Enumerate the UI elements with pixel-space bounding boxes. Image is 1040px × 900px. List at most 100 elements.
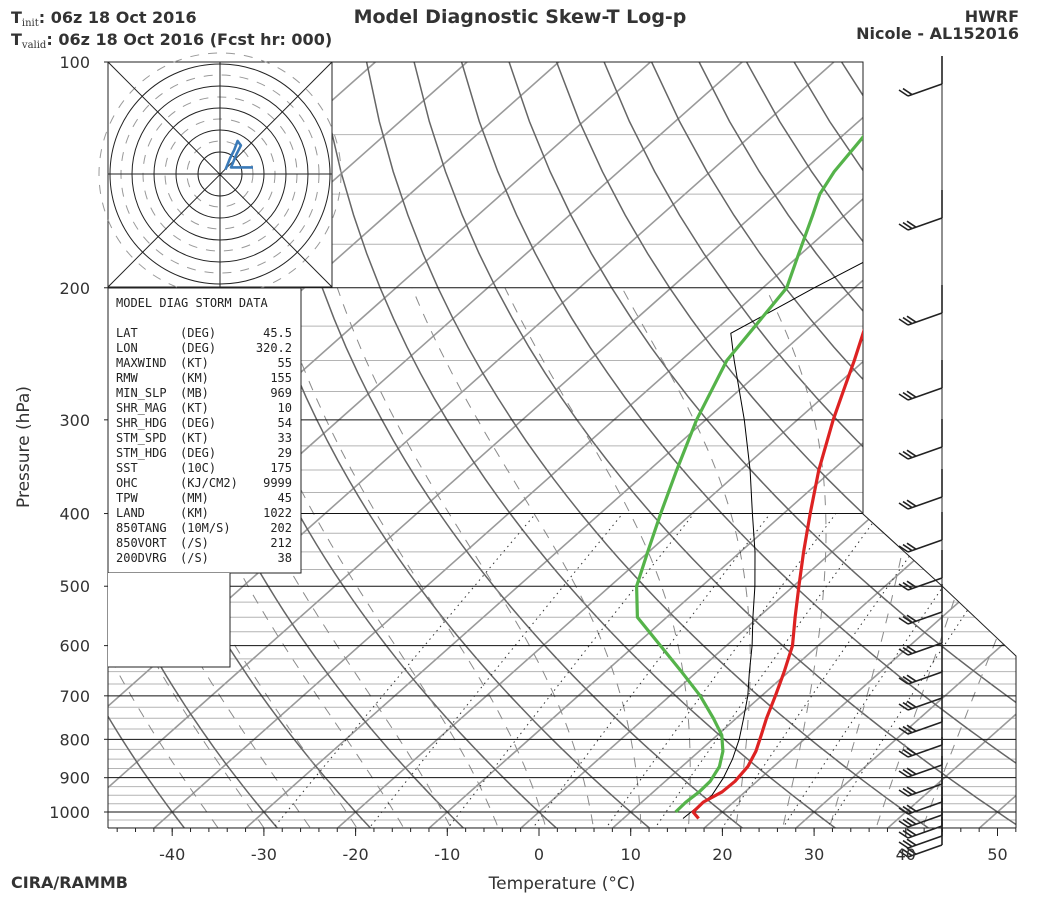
storm-data-unit: (KJ/CM2) [180, 476, 238, 490]
moist-adiabat [336, 287, 597, 828]
storm-data-name: LAND [116, 506, 145, 520]
mixing-ratio-line [521, 513, 771, 828]
storm-data-name: 850VORT [116, 536, 167, 550]
storm-data-unit: (DEG) [180, 326, 216, 340]
dry-adiabat [983, 62, 1016, 828]
parcel-path [682, 62, 1016, 819]
isotherm-line [108, 62, 835, 828]
moist-adiabat [223, 287, 505, 828]
wind-barb [898, 644, 943, 685]
wind-barb [898, 190, 943, 231]
wind-barb [898, 717, 943, 758]
storm-data-name: SST [116, 461, 138, 475]
storm-data-unit: (/S) [180, 536, 209, 550]
mixing-ratio-line [711, 513, 941, 828]
storm-data-unit: (KT) [180, 431, 209, 445]
storm-data-value: 10 [278, 401, 292, 415]
storm-data-name: 850TANG [116, 521, 167, 535]
x-tick-label: -30 [251, 845, 277, 864]
storm-data-name: TPW [116, 491, 138, 505]
moist-adiabat [108, 287, 367, 828]
hodograph-diagonal [107, 61, 333, 288]
mixing-ratio-line [260, 513, 537, 828]
x-tick-label: 30 [804, 845, 824, 864]
storm-data-unit: (KT) [180, 401, 209, 415]
wind-barb [898, 787, 943, 828]
valid-time: Tvalid: 06z 18 Oct 2016 (Fcst hr: 000) [11, 30, 333, 52]
storm-data-value: 55 [278, 356, 292, 370]
storm-data-value: 175 [270, 461, 292, 475]
storm-data-unit: (DEG) [180, 446, 216, 460]
storm-data-name: OHC [116, 476, 138, 490]
pressure-tick-label: 1000 [49, 803, 90, 822]
dry-adiabat [935, 62, 1016, 828]
wind-barb [898, 756, 943, 797]
storm-data-value: 45 [278, 491, 292, 505]
storm-data-value: 320.2 [256, 341, 292, 355]
x-axis-label: Temperature (°C) [488, 874, 636, 894]
moist-adiabat [621, 287, 751, 828]
wind-barb [898, 584, 943, 625]
storm-data-unit: (10M/S) [180, 521, 231, 535]
init-time: Tinit: 06z 18 Oct 2016 [11, 8, 197, 30]
y-axis-label: Pressure (hPa) [14, 386, 34, 508]
x-tick-label: 50 [987, 845, 1007, 864]
storm-data-unit: (MB) [180, 386, 209, 400]
dry-adiabat [108, 62, 197, 828]
dewpoint-line [634, 62, 931, 814]
storm-data-unit: (KM) [180, 371, 209, 385]
storm-data-unit: (DEG) [180, 341, 216, 355]
x-tick-label: 20 [712, 845, 732, 864]
wind-barb [898, 615, 943, 656]
storm-data-name: SHR_HDG [116, 416, 167, 430]
wind-barb [898, 285, 943, 326]
dry-adiabat [698, 62, 1016, 828]
x-tick-label: 0 [534, 845, 544, 864]
moist-adiabat [108, 287, 322, 828]
dry-adiabat [840, 62, 1016, 828]
pressure-tick-label: 500 [59, 577, 90, 596]
pressure-tick-label: 400 [59, 505, 90, 524]
x-tick-label: 10 [621, 845, 641, 864]
hodograph-inset [98, 52, 342, 296]
storm-data-name: RMW [116, 371, 138, 385]
x-tick-label: -10 [434, 845, 460, 864]
isotherm-line [108, 62, 927, 828]
storm-data-name: MIN_SLP [116, 386, 167, 400]
storm-data-unit: (MM) [180, 491, 209, 505]
hodograph-trace [224, 139, 253, 171]
dry-adiabat [460, 62, 1016, 828]
isotherm-line [108, 62, 743, 828]
storm-data-value: 9999 [263, 476, 292, 490]
mixing-ratio-line [594, 513, 837, 828]
moist-adiabat [411, 287, 643, 828]
inset-mask-edge [108, 573, 231, 668]
wind-barb [898, 512, 943, 553]
pressure-tick-label: 700 [59, 687, 90, 706]
isotherm-line [503, 62, 1016, 828]
storm-data-unit: (/S) [180, 551, 209, 565]
isotherm-line [961, 62, 1016, 828]
moist-adiabat [765, 287, 827, 828]
storm-data-name: LAT [116, 326, 138, 340]
storm-data-name: SHR_MAG [116, 401, 167, 415]
isotherm-line [320, 62, 1016, 828]
mixing-ratio-line [357, 513, 624, 828]
storm-data-name: STM_SPD [116, 431, 167, 445]
storm-data-value: 33 [278, 431, 292, 445]
chart-title: Model Diagnostic Skew-T Log-p [353, 6, 687, 28]
moist-adiabat [108, 287, 230, 828]
storm-data-unit: (KM) [180, 506, 209, 520]
storm-data-name: 200DVRG [116, 551, 167, 565]
storm-data-unit: (10C) [180, 461, 216, 475]
x-tick-label: -20 [343, 845, 369, 864]
dry-adiabat [603, 62, 1016, 828]
isotherm-line [686, 62, 1016, 828]
isotherm-line [595, 62, 1016, 828]
isotherm-line [411, 62, 1016, 828]
mixing-ratio-line [772, 513, 994, 828]
storm-data-unit: (KT) [180, 356, 209, 370]
x-tick-label: -40 [159, 845, 185, 864]
mixing-ratio-line [644, 513, 881, 828]
